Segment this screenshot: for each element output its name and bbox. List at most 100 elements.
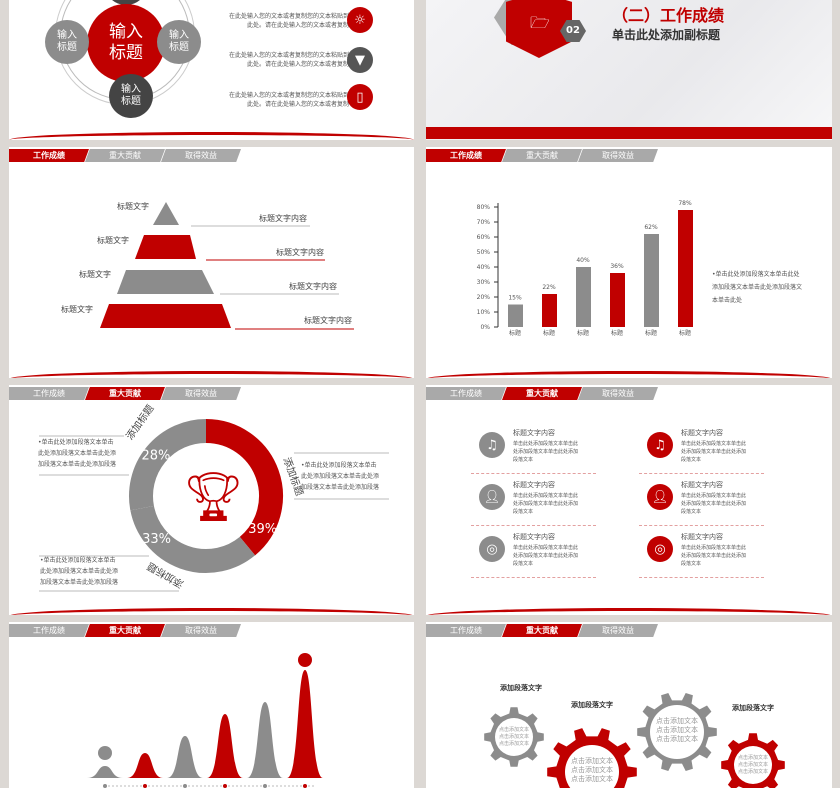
slide-8-gears[interactable]: 工作成绩 重大贡献 取得效益 点击添加文本 点击添加文本 点击添加文本 添加段落文字点…: [426, 622, 832, 788]
tab-bar: 工作成绩 重大贡献 取得效益: [426, 624, 666, 637]
data-label: 15%: [508, 295, 522, 302]
slide-2-section-title[interactable]: 🗁 02 （二）工作成绩 单击此处添加副标题: [426, 0, 832, 140]
data-label: 62%: [644, 224, 658, 231]
bell-shape: [87, 766, 123, 778]
tab-benefits[interactable]: 取得效益: [578, 149, 658, 162]
item-body: 单击此处添加段落文本单击此处添加段落文本单击此处添加段落文本: [513, 545, 579, 567]
level-content: 标题文字内容: [259, 214, 307, 223]
section-title[interactable]: （二）工作成绩: [612, 6, 725, 25]
bell-shape: [167, 736, 203, 778]
gear-graphic: [484, 693, 785, 788]
data-label: 78%: [678, 200, 692, 207]
globe-icon: ◎: [479, 536, 505, 562]
note-right: •单击此处添加段落文本单击此处添加段落文本单击此处添加段落文本单击此处添加段落: [301, 462, 380, 491]
tab-work-results[interactable]: 工作成绩: [9, 387, 89, 400]
tab-major-contribution[interactable]: 重大贡献: [85, 387, 165, 400]
y-tick-label: 60%: [477, 234, 491, 241]
gear-heading[interactable]: 添加段落文字: [571, 701, 613, 709]
y-tick-label: 10%: [477, 309, 491, 316]
bottom-red-curve: [9, 608, 414, 615]
person-icon: 👤︎: [647, 484, 673, 510]
bottom-red-curve: [9, 371, 414, 378]
slide-4-bar-chart[interactable]: 工作成绩 重大贡献 取得效益 0% 10% 20% 30% 40% 50% 60% 70% 80% 1…: [426, 147, 832, 378]
tab-work-results[interactable]: 工作成绩: [9, 624, 89, 637]
y-tick-label: 30%: [477, 279, 491, 286]
tab-major-contribution[interactable]: 重大贡献: [502, 387, 582, 400]
item-title: 标题文字内容: [681, 533, 723, 541]
tab-bar: 工作成绩 重大贡献 取得效益: [9, 624, 249, 637]
section-number: 02: [560, 20, 586, 42]
bell-shape: [207, 714, 243, 778]
slide-7-bell-curves[interactable]: 工作成绩 重大贡献 取得效益: [9, 622, 414, 788]
gear-text[interactable]: 点击添加文本 点击添加文本 点击添加文本: [571, 757, 613, 784]
slide-1-title-circles[interactable]: 输入标题 输入标题 输入标题 输入标题 在此处输入您的文本或者复制您的文本粘贴到…: [9, 0, 414, 140]
gear-center: [495, 718, 533, 756]
tab-major-contribution[interactable]: 重大贡献: [85, 149, 165, 162]
tab-benefits[interactable]: 取得效益: [161, 624, 241, 637]
person-icon: 👤︎: [479, 484, 505, 510]
red-band: [426, 127, 832, 139]
text-item-3: 在此处输入您的文本或者复制您的文本粘贴到 此处。请在此处输入您的文本或者复制: [199, 91, 349, 109]
note-dividers: [39, 435, 389, 592]
item-divider: [639, 473, 764, 474]
gear-heading[interactable]: 添加段落文字: [732, 704, 774, 712]
item-body: 单击此处添加段落文本单击此处添加段落文本单击此处添加段落文本: [681, 545, 747, 567]
music-icon: ♫: [479, 432, 505, 458]
item-title: 标题文字内容: [513, 533, 555, 541]
section-subtitle[interactable]: 单击此处添加副标题: [612, 28, 721, 42]
item-divider: [471, 525, 596, 526]
text-line: 在此处输入您的文本或者复制您的文本粘贴到: [228, 52, 349, 59]
tab-major-contribution[interactable]: 重大贡献: [85, 624, 165, 637]
timeline-dot: [103, 784, 107, 788]
note-top-left: •单击此处添加段落文本单击此处添加段落文本单击此处添加段落文本单击此处添加段落: [38, 439, 117, 468]
chart-note: •单击此处添加段落文本单击此处添加段落文本单击此处添加段落文本单击此处: [712, 271, 803, 304]
bar-chart: 0% 10% 20% 30% 40% 50% 60% 70% 80% 15% 标题 22% 标题 40% 标…: [477, 200, 693, 337]
gear-center: [734, 746, 772, 784]
category-label: 标题: [645, 329, 657, 337]
top-ball: [98, 746, 112, 760]
item-divider: [471, 473, 596, 474]
gear-text[interactable]: 点击添加文本 点击添加文本 点击添加文本: [737, 754, 768, 775]
folder-icon: 🗁: [530, 13, 550, 32]
tab-major-contribution[interactable]: 重大贡献: [502, 624, 582, 637]
bell-shape: [127, 753, 163, 778]
bar: [678, 210, 693, 327]
tab-bar: 工作成绩 重大贡献 取得效益: [426, 149, 666, 162]
timeline-dot: [303, 784, 307, 788]
item-body: 单击此处添加段落文本单击此处添加段落文本单击此处添加段落文本: [681, 493, 747, 515]
text-line: 在此处输入您的文本或者复制您的文本粘贴到: [228, 13, 349, 20]
center-circle: 输入标题: [87, 4, 165, 82]
lightbulb-icon: ☼: [347, 7, 373, 33]
pyramid-level-2: [135, 235, 196, 259]
slide-6-icon-list[interactable]: 工作成绩 重大贡献 取得效益 ♫ 标题文字内容 单击此处添加段落文本单击此处添加段落…: [426, 385, 832, 615]
category-label: 标题: [611, 329, 623, 337]
timeline-dot: [183, 784, 187, 788]
y-tick-label: 0%: [480, 324, 490, 331]
level-content: 标题文字内容: [276, 248, 324, 257]
gear-text[interactable]: 点击添加文本 点击添加文本 点击添加文本: [656, 717, 698, 744]
text-line: 此处。请在此处输入您的文本或者复制: [246, 22, 349, 29]
tab-work-results[interactable]: 工作成绩: [9, 149, 89, 162]
slide-3-pyramid[interactable]: 工作成绩 重大贡献 取得效益 标题文字 标题文字 标题文字 标题文字 标题文字内容 …: [9, 147, 414, 378]
level-content: 标题文字内容: [304, 316, 352, 325]
tab-benefits[interactable]: 取得效益: [161, 149, 241, 162]
door-hanger-icon: ▯: [347, 84, 373, 110]
tab-work-results[interactable]: 工作成绩: [426, 387, 506, 400]
timeline-dot: [263, 784, 267, 788]
gear-center: [650, 705, 704, 759]
timeline-dot: [223, 784, 227, 788]
tab-work-results[interactable]: 工作成绩: [426, 624, 506, 637]
gear-center: [565, 745, 619, 788]
slide-5-donut[interactable]: 工作成绩 重大贡献 取得效益 39% 33% 28% 🏆︎ •单击此处添加段落文本单击此…: [9, 385, 414, 615]
tab-benefits[interactable]: 取得效益: [578, 387, 658, 400]
tab-major-contribution[interactable]: 重大贡献: [502, 149, 582, 162]
gear-heading[interactable]: 添加段落文字: [500, 684, 542, 692]
tab-work-results[interactable]: 工作成绩: [426, 149, 506, 162]
item-title: 标题文字内容: [681, 481, 723, 489]
item-divider: [471, 577, 596, 578]
category-label: 标题: [543, 329, 555, 337]
tab-benefits[interactable]: 取得效益: [161, 387, 241, 400]
tab-benefits[interactable]: 取得效益: [578, 624, 658, 637]
gear-text[interactable]: 点击添加文本 点击添加文本 点击添加文本: [498, 726, 529, 747]
timeline-dot: [143, 784, 147, 788]
